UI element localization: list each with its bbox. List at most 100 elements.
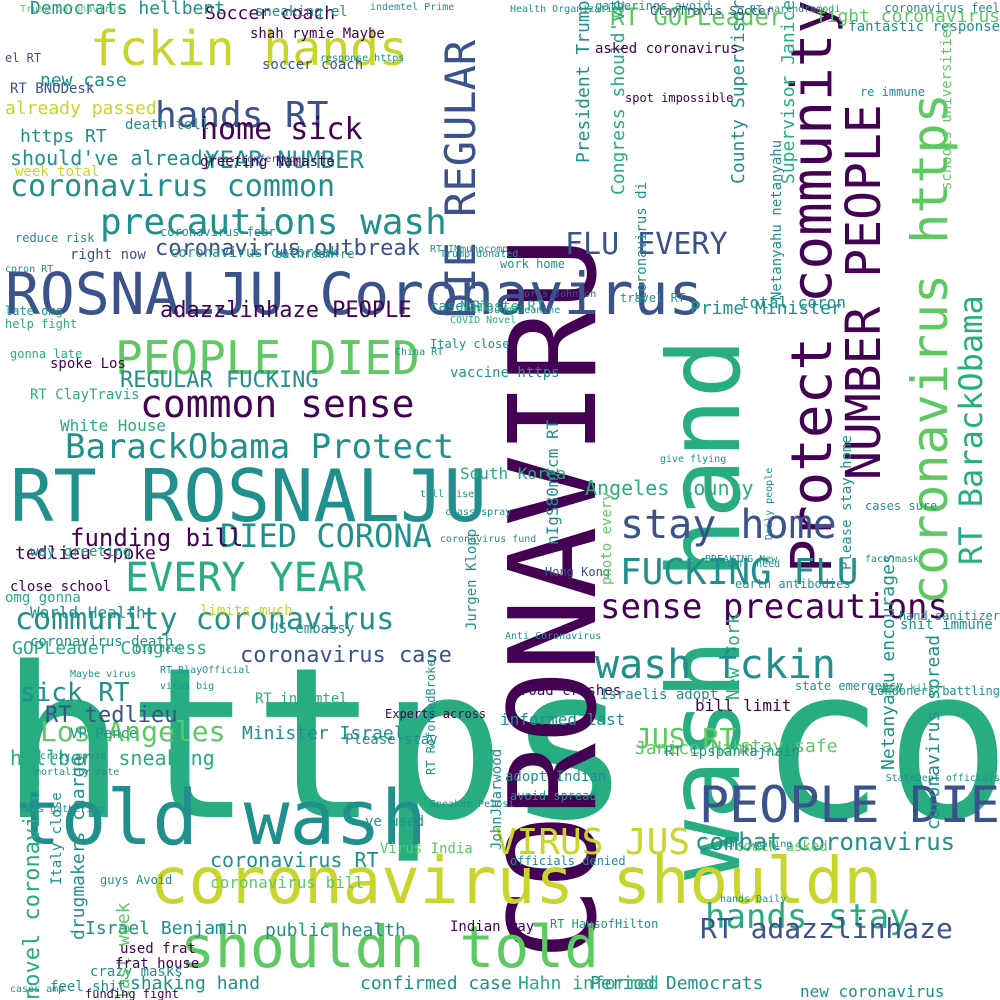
cloud-word: community coronavirus xyxy=(15,602,395,637)
cloud-word: Minister Israel xyxy=(242,723,405,744)
cloud-word: class spray xyxy=(445,507,512,518)
cloud-word: RT JudgeJeanine xyxy=(470,305,561,316)
cloud-word: YEAR NUMBER xyxy=(205,146,364,174)
cloud-word: case RT xyxy=(430,299,490,315)
cloud-word: bathroom re xyxy=(275,247,355,261)
cloud-word: limits much xyxy=(200,603,293,619)
cloud-word: hands Daily xyxy=(720,894,787,905)
cloud-word: Experts across xyxy=(385,707,487,721)
cloud-word: Trump donated xyxy=(440,249,519,260)
cloud-word: shah rymie Maybe xyxy=(250,26,385,42)
cloud-word: Hong Kong xyxy=(545,565,611,579)
cloud-word: response https xyxy=(320,53,405,64)
cloud-word: RT ipspankajnain xyxy=(665,744,800,760)
cloud-word: https co xyxy=(0,622,1000,867)
cloud-word: home sick xyxy=(200,112,363,147)
cloud-word: PEOPLE DIED xyxy=(115,331,420,385)
cloud-word: public health xyxy=(265,920,406,941)
cloud-word: Please stay home xyxy=(839,435,855,570)
cloud-word: coronavirus feel xyxy=(884,1,1000,15)
cloud-word: RT GOPLeader xyxy=(610,3,784,31)
cloud-word: RT ROSNALJU xyxy=(10,454,487,538)
cloud-word: Daily people xyxy=(764,467,775,540)
cloud-word: crazy movie xyxy=(40,751,107,762)
cloud-word: Period Democrats xyxy=(590,973,764,994)
cloud-word: cases sure xyxy=(865,499,938,513)
cloud-word: https RT xyxy=(20,126,107,147)
cloud-word: cases amp xyxy=(10,984,65,995)
cloud-word: sneaking el xyxy=(255,4,348,20)
cloud-word: should've already xyxy=(10,146,215,170)
cloud-word: state emergency xyxy=(795,679,904,693)
cloud-word: give flying xyxy=(660,454,727,465)
cloud-word: FUCKING FLU xyxy=(620,552,859,593)
cloud-word: RT ClayTravis xyxy=(30,387,140,403)
cloud-word: adopt Indian xyxy=(505,769,607,785)
cloud-word: Netanyahu netanyahu xyxy=(769,139,785,300)
cloud-word: fight coronavirus xyxy=(815,6,1000,27)
cloud-word: coronavirus death xyxy=(30,634,174,650)
cloud-word: RT HausofHilton xyxy=(550,917,659,931)
cloud-word: hellbent sneaking xyxy=(10,746,215,770)
cloud-word: reduce risk xyxy=(15,231,95,245)
cloud-word: Trump coronavirus xyxy=(20,4,123,15)
cloud-word: GOPLeader Congress xyxy=(12,638,208,659)
cloud-word: death toll xyxy=(125,117,210,133)
cloud-word: coronavirus RT xyxy=(210,848,379,872)
cloud-word: crazy masks xyxy=(90,964,183,980)
cloud-word: RT BarackObama xyxy=(952,295,990,565)
cloud-word: coron RT xyxy=(5,264,54,275)
cloud-word: confirmed case xyxy=(360,973,512,994)
cloud-word: common sense xyxy=(140,382,415,426)
cloud-word: hand washing xyxy=(720,839,793,850)
cloud-word: help fight xyxy=(5,317,78,331)
cloud-word: omg gonna xyxy=(5,590,81,606)
cloud-word: fckin hands xyxy=(90,21,408,77)
cloud-word: Italy close xyxy=(430,337,510,351)
cloud-word: work home xyxy=(500,257,566,271)
cloud-word: RT IMmunocomp xyxy=(430,244,509,255)
cloud-word: stay home xyxy=(620,502,837,548)
cloud-word: China RT xyxy=(395,347,444,358)
cloud-word: soccer coach xyxy=(262,57,364,73)
cloud-word: coronavirus case xyxy=(240,643,452,668)
cloud-word: Health Organization xyxy=(510,4,625,15)
cloud-word: spot impossible xyxy=(625,91,734,105)
cloud-word: coronavirus common xyxy=(10,169,336,204)
cloud-word: used frat xyxy=(120,941,196,957)
cloud-word: travel RT xyxy=(620,291,686,305)
cloud-word: Israel Benjamin xyxy=(85,918,248,939)
cloud-word: face mask xyxy=(865,554,920,565)
cloud-word: precautions wash xyxy=(100,202,447,243)
cloud-word: BarackObama Protect xyxy=(65,427,454,467)
cloud-word: RT adazzlinhaze xyxy=(700,912,953,945)
cloud-word: RT BNODesk xyxy=(10,81,95,97)
cloud-word: coronavirus fund xyxy=(440,534,537,545)
cloud-word: EVERY YEAR xyxy=(125,555,366,601)
cloud-word: ROSNALJU Coronavirus xyxy=(5,260,704,328)
cloud-word: Indian way xyxy=(450,919,535,935)
cloud-word: hands RT xyxy=(155,95,329,136)
cloud-word: greeting Namaste xyxy=(200,154,335,170)
cloud-word: DIED CORONA xyxy=(220,517,432,555)
cloud-word: US embassy xyxy=(270,621,355,637)
cloud-word: mass gathering xyxy=(20,804,105,815)
cloud-word: coronavirus bill xyxy=(210,873,365,892)
cloud-word: stay safe xyxy=(740,736,838,757)
cloud-word: combat coronavirus xyxy=(695,828,956,856)
cloud-word: RT indemtel xyxy=(255,691,348,707)
cloud-word: Maybe virus xyxy=(70,669,137,680)
cloud-word: Soccer coach xyxy=(205,3,336,24)
cloud-word: JUS RT xyxy=(635,722,737,755)
cloud-word: Virus India xyxy=(380,841,473,857)
cloud-word: FLU EVERY xyxy=(565,227,728,262)
cloud-word: Namaste RT xyxy=(460,299,545,315)
cloud-word: Israelis adopt xyxy=(600,687,719,703)
cloud-word: indemtel Prime xyxy=(370,2,455,13)
cloud-word: Hahn informed xyxy=(518,973,659,994)
cloud-word: RT ReformedBroker xyxy=(424,652,438,775)
cloud-word: DIE REGULAR xyxy=(436,39,485,318)
cloud-word: adazzlinhaze PEOPLE xyxy=(160,298,412,323)
cloud-word: week total xyxy=(15,164,100,180)
